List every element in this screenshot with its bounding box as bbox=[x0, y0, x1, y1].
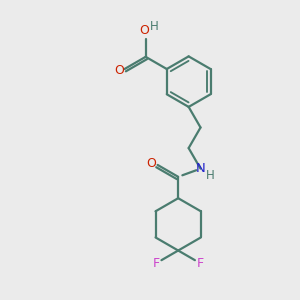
Text: O: O bbox=[114, 64, 124, 77]
Text: O: O bbox=[146, 157, 156, 170]
Text: H: H bbox=[150, 20, 158, 33]
Text: H: H bbox=[206, 169, 215, 182]
Text: F: F bbox=[152, 257, 160, 270]
Text: N: N bbox=[196, 162, 206, 175]
Text: O: O bbox=[139, 25, 149, 38]
Text: F: F bbox=[197, 257, 204, 270]
